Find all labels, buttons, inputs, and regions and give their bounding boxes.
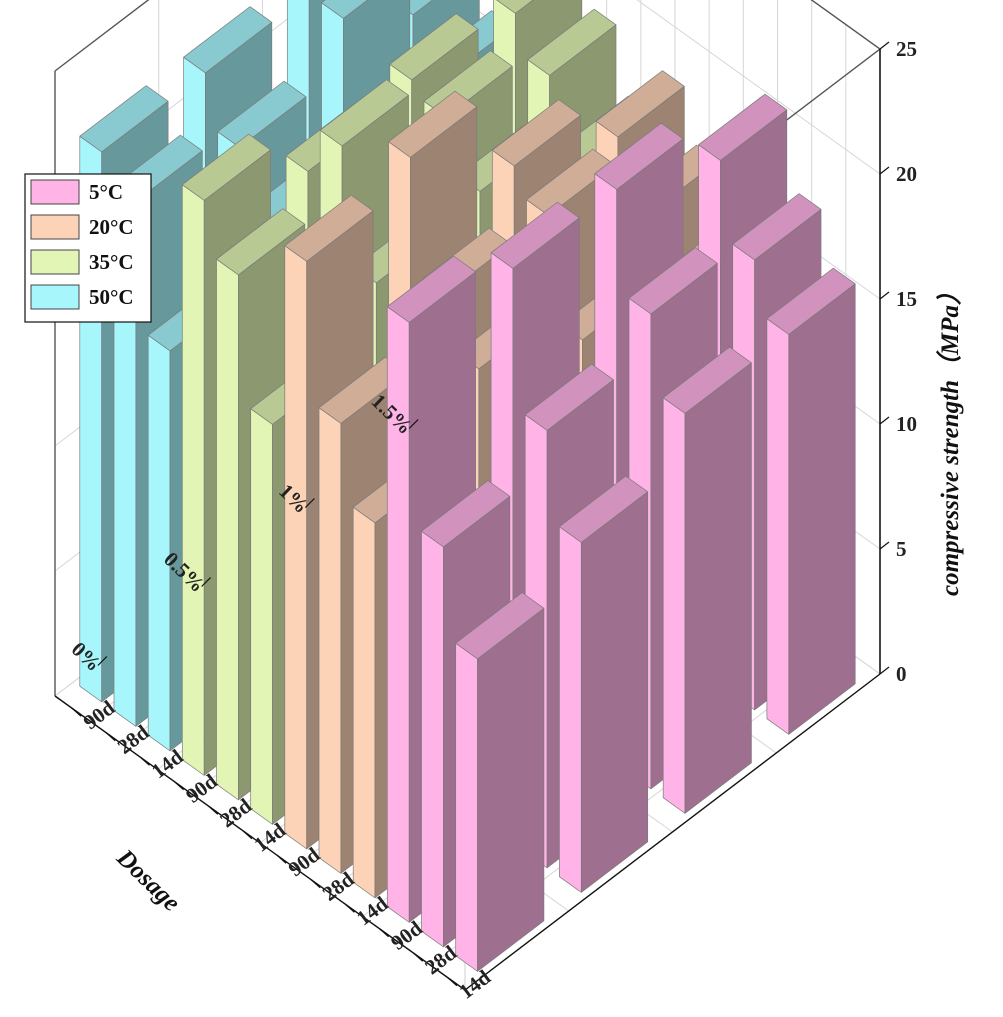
legend: 5°C 20°C 35°C 50°C	[24, 173, 152, 323]
age-tick-mark	[413, 952, 424, 962]
z-tick-mark	[879, 166, 890, 175]
z-tick-label: 20	[896, 162, 917, 186]
z-tick-label: 15	[896, 287, 917, 311]
legend-label: 5°C	[89, 180, 123, 204]
z-tick-mark	[879, 416, 890, 425]
age-tick-mark	[174, 781, 184, 791]
z-tick-label: 5	[896, 537, 907, 561]
age-tick-mark	[140, 756, 150, 766]
legend-swatch	[30, 284, 80, 310]
age-axis-line	[54, 695, 466, 991]
age-tick-mark	[208, 805, 219, 815]
z-axis-title: compressive strength（MPa）	[936, 280, 964, 596]
age-tick-mark	[379, 928, 389, 938]
dosage-tick-mark	[97, 656, 108, 666]
legend-label: 50°C	[89, 285, 134, 309]
z-tick-mark	[879, 41, 890, 50]
age-tick-mark	[71, 707, 82, 717]
age-tick-mark	[345, 903, 355, 913]
legend-swatch	[30, 249, 80, 275]
age-tick-mark	[242, 830, 253, 840]
legend-label: 35°C	[89, 250, 134, 274]
z-tick-label: 0	[896, 662, 907, 686]
legend-swatch	[30, 179, 80, 205]
age-tick-mark	[310, 879, 321, 889]
dosage-tick-mark	[408, 419, 419, 429]
z-tick-mark	[879, 666, 890, 675]
bar-5°C-0.5%-14d	[559, 475, 649, 893]
age-tick-mark	[276, 854, 287, 864]
dosage-axis-title: Dosage	[111, 844, 185, 917]
z-tick-label: 10	[896, 412, 917, 436]
z-tick-label: 25	[896, 37, 917, 61]
age-tick-mark	[447, 977, 458, 987]
bar-5°C-0%-14d	[455, 592, 545, 972]
z-tick-mark	[879, 541, 890, 550]
bar-5°C-1.5%-14d	[766, 267, 856, 735]
dosage-tick-mark	[201, 577, 212, 587]
dosage-tick-mark	[304, 498, 315, 508]
chart-axes	[54, 49, 881, 991]
bar-5°C-1%-14d	[662, 346, 752, 814]
legend-label: 20°C	[89, 215, 134, 239]
legend-swatch	[30, 214, 80, 240]
dosage-axis-line	[464, 673, 881, 991]
bars-group	[79, 0, 856, 972]
z-tick-mark	[879, 291, 890, 300]
age-tick-mark	[105, 732, 116, 742]
